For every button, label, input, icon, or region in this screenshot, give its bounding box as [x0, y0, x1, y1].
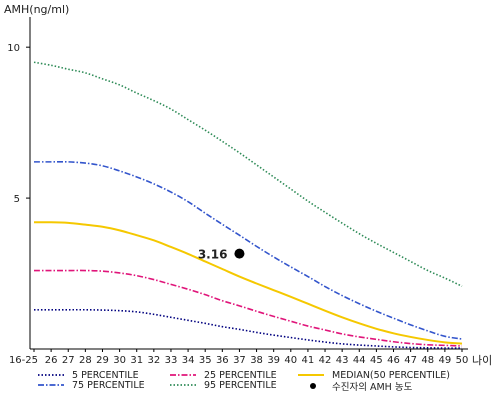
- axes: [29, 17, 468, 350]
- x-tick-label: 32: [147, 355, 160, 366]
- x-tick-label: 49: [439, 355, 452, 366]
- patient-value-label: 3.16: [198, 248, 228, 262]
- patient-point: [234, 248, 245, 259]
- x-ticks: 16-25 26 27 28 29 30 31 32 33 34 35 36 37 38 39 40 41 42 4…: [9, 349, 468, 366]
- y-ticks: 5 10: [7, 43, 30, 205]
- legend-patient-swatch: [310, 383, 316, 389]
- y-tick-label: 10: [7, 43, 20, 54]
- x-tick-label: 43: [336, 355, 349, 366]
- x-tick-label: 27: [62, 355, 75, 366]
- series-line-2: [33, 221, 463, 345]
- legend-patient-label: 수진자의 AMH 농도: [332, 382, 413, 393]
- legend-label-3: 75 PERCENTILE: [72, 380, 145, 391]
- x-tick-label: 26: [45, 355, 58, 366]
- x-tick-label: 37: [233, 355, 246, 366]
- x-tick-label: 28: [79, 355, 92, 366]
- x-tick-label: 16-25: [9, 355, 38, 366]
- x-tick-label: 35: [199, 355, 212, 366]
- x-tick-label: 44: [353, 355, 366, 366]
- x-tick-label: 34: [182, 355, 195, 366]
- legend-label-1: 25 PERCENTILE: [204, 370, 277, 381]
- x-tick-label: 38: [250, 355, 263, 366]
- legend-label-2: MEDIAN(50 PERCENTILE): [332, 370, 450, 381]
- series-line-1: [34, 269, 463, 347]
- x-tick-label: 46: [387, 355, 400, 366]
- x-tick-label: 33: [165, 355, 178, 366]
- x-axis-title: 나이: [472, 354, 492, 367]
- x-tick-label: 39: [267, 355, 280, 366]
- x-tick-label: 47: [404, 355, 417, 366]
- y-axis-title: AMH(ng/ml): [4, 3, 69, 16]
- legend-label-0: 5 PERCENTILE: [72, 370, 139, 381]
- x-tick-label: 48: [421, 355, 434, 366]
- x-tick-label: 50: [456, 355, 469, 366]
- x-tick-label: 31: [130, 355, 143, 366]
- legend: 5 PERCENTILE 25 PERCENTILE MEDIAN(50 PERCE…: [38, 370, 450, 393]
- legend-label-4: 95 PERCENTILE: [204, 380, 277, 391]
- y-tick-label: 5: [14, 194, 20, 205]
- patient-marker: 3.16: [198, 248, 245, 262]
- x-tick-label: 42: [319, 355, 332, 366]
- series-line-3: [34, 160, 463, 340]
- x-tick-label: 29: [96, 355, 109, 366]
- x-tick-label: 41: [302, 355, 315, 366]
- series-line-0: [34, 308, 463, 349]
- x-tick-label: 45: [370, 355, 383, 366]
- x-tick-label: 40: [284, 355, 297, 366]
- series-line-4: [33, 61, 463, 287]
- series-lines: [33, 61, 463, 349]
- x-tick-label: 30: [113, 355, 126, 366]
- x-tick-label: 36: [216, 355, 229, 366]
